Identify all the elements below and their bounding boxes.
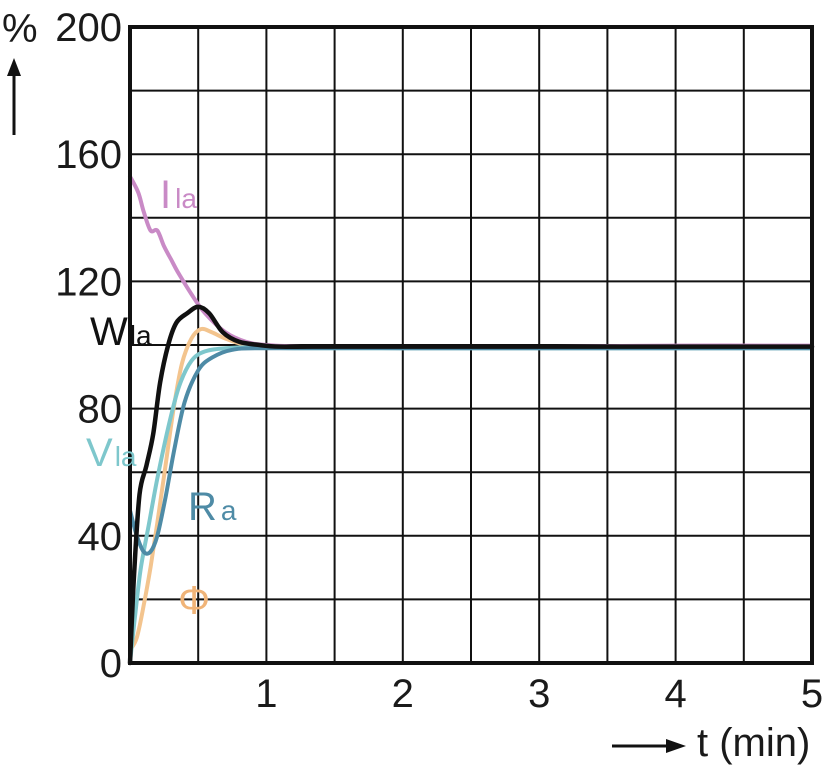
x-tick-label: 1 bbox=[255, 672, 277, 716]
phi-annotation: Φ bbox=[178, 578, 210, 622]
series-layer bbox=[127, 174, 815, 666]
series-label-v-sub: la bbox=[115, 441, 137, 472]
series-label-i-sub: la bbox=[175, 183, 197, 214]
y-tick-label: 40 bbox=[78, 515, 123, 559]
series-line-w bbox=[127, 304, 815, 666]
x-axis-label: t (min) bbox=[697, 721, 810, 765]
y-tick-label: 160 bbox=[55, 133, 122, 177]
x-tick-label: 2 bbox=[392, 672, 414, 716]
series-label-i-main: I bbox=[160, 173, 171, 217]
y-tick-label: 200 bbox=[55, 6, 122, 50]
series-label-r-main: R bbox=[188, 485, 217, 529]
y-tick-label: 80 bbox=[78, 388, 123, 432]
tick-labels: 1 2 3 4 5 0 40 80 120 160 200 bbox=[55, 6, 823, 716]
series-label-w-sub: la bbox=[130, 320, 152, 351]
y-tick-label: 0 bbox=[100, 642, 122, 686]
y-axis-arrow bbox=[7, 58, 21, 135]
series-label-w: Wla bbox=[90, 310, 152, 354]
plot-frame bbox=[128, 25, 814, 665]
series-label-w-main: W bbox=[90, 310, 128, 354]
x-tick-label: 5 bbox=[801, 672, 823, 716]
series-label-r-sub: a bbox=[221, 495, 237, 526]
y-axis-label: % bbox=[2, 7, 38, 51]
x-tick-label: 4 bbox=[664, 672, 686, 716]
y-tick-label: 120 bbox=[55, 260, 122, 304]
x-tick-label: 3 bbox=[528, 672, 550, 716]
series-label-v: Vla bbox=[86, 431, 137, 475]
series-label-v-main: V bbox=[86, 431, 113, 475]
x-axis-arrow bbox=[612, 739, 686, 753]
